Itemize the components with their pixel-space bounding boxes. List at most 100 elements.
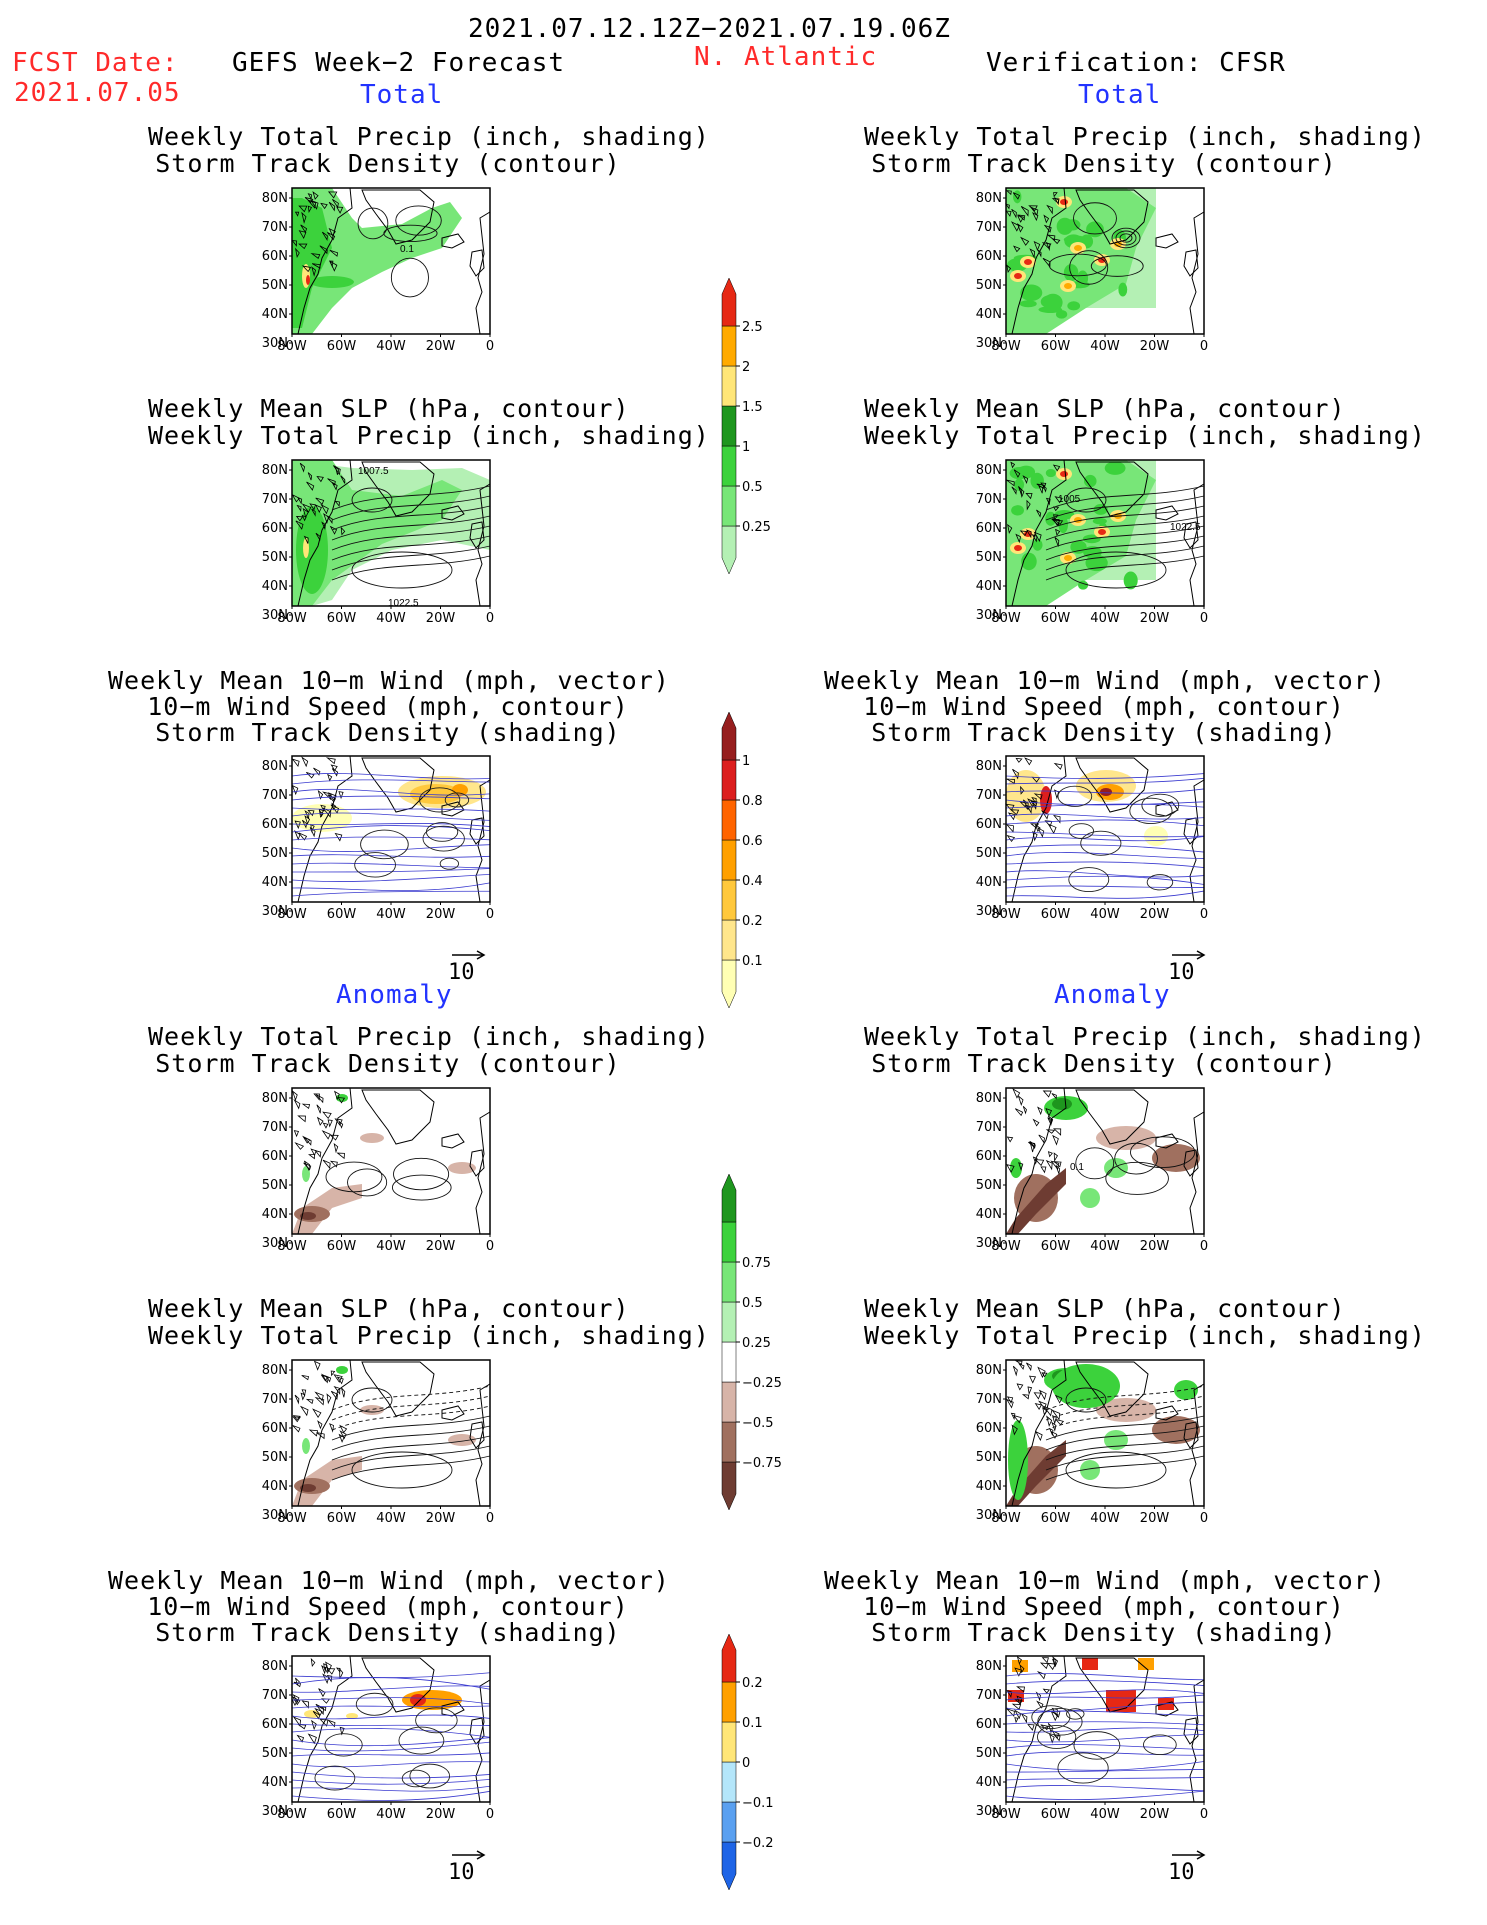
coastline <box>316 1104 321 1114</box>
lon-tick-label: 0 <box>1200 1807 1208 1822</box>
lon-tick-label: 60W <box>1041 339 1071 354</box>
title-l6-line3: Storm Track Density (shading) <box>155 1618 621 1647</box>
precip-anom-neg <box>1152 1144 1200 1172</box>
precip-core <box>1013 190 1022 204</box>
coastline <box>1029 1140 1035 1153</box>
track-contour <box>347 1168 388 1197</box>
precip-core <box>1014 478 1025 491</box>
coastline <box>1015 757 1023 763</box>
coastline <box>329 1134 339 1141</box>
coastline <box>1018 486 1025 498</box>
slp-contour <box>331 1455 491 1481</box>
coastline <box>1045 1107 1053 1117</box>
lon-tick-label: 60W <box>1041 1511 1071 1526</box>
lon-tick-label: 80W <box>991 339 1021 354</box>
lat-tick-label: 40N <box>262 1775 288 1790</box>
title-r3-line2: 10−m Wind Speed (mph, contour) <box>863 692 1345 721</box>
lat-tick-label: 70N <box>976 492 1002 507</box>
coastline <box>323 1663 328 1671</box>
title-l5-line1: Weekly Mean SLP (hPa, contour) <box>148 1294 630 1323</box>
track-contour <box>1119 233 1133 243</box>
slp-contour <box>331 505 491 531</box>
title-r2-line1: Weekly Mean SLP (hPa, contour) <box>864 394 1346 423</box>
precip-anom-neg <box>1096 1126 1156 1150</box>
coastline <box>292 1415 301 1421</box>
colorbar-swatch <box>721 405 737 447</box>
lon-tick-label: 0 <box>486 611 494 626</box>
wind-vector-streak <box>291 854 491 858</box>
coastline <box>298 243 308 250</box>
coastline <box>1035 1430 1043 1442</box>
coastline <box>1052 1656 1059 1668</box>
colorbar-tick-label: 1.5 <box>742 400 763 415</box>
colorbar-tick-label: 0.1 <box>742 1716 763 1731</box>
precip-max <box>1064 283 1072 289</box>
coastline <box>324 1375 332 1383</box>
coastline <box>313 767 321 776</box>
colorbar-swatch <box>721 365 737 407</box>
track-high <box>1040 786 1052 814</box>
coastline <box>1075 1657 1149 1713</box>
coastline <box>341 1387 346 1398</box>
wind-vector-streak <box>291 862 491 869</box>
colorbar-swatch <box>721 1261 737 1303</box>
track-contour <box>1130 1136 1196 1168</box>
coastline <box>307 1733 317 1745</box>
coastline <box>333 1374 343 1383</box>
slp-contour <box>1045 515 1205 541</box>
track-contour <box>1114 1142 1158 1175</box>
coastline <box>340 475 346 484</box>
wind-vector-streak <box>1005 870 1205 878</box>
coastline <box>327 773 333 782</box>
coastline <box>1016 1686 1025 1693</box>
wind-vector-streak <box>1005 1777 1205 1781</box>
lat-tick-label: 40N <box>262 307 288 322</box>
wind-vector-streak <box>291 823 491 827</box>
coastline <box>339 1667 344 1679</box>
colorbar-tick-label: 2 <box>742 360 750 375</box>
coastline <box>1036 1700 1044 1709</box>
wind-vector-streak <box>291 779 491 785</box>
coastline <box>1017 1094 1024 1106</box>
lon-tick-label: 0 <box>486 1239 494 1254</box>
slp-contour <box>1065 1387 1107 1413</box>
lon-tick-label: 40W <box>376 907 406 922</box>
model-title: GEFS Week−2 Forecast <box>232 48 566 78</box>
coastline <box>1052 517 1061 527</box>
coastline <box>307 193 312 201</box>
wind-vector-streak <box>1005 1721 1205 1726</box>
coastline <box>328 227 336 237</box>
lat-tick-label: 70N <box>262 1120 288 1135</box>
slp-contour <box>1045 1395 1205 1421</box>
coastline <box>313 1360 321 1371</box>
coastline <box>333 1385 341 1395</box>
coastline <box>1010 809 1020 816</box>
wind-vector-streak <box>291 1685 491 1693</box>
vector-ref-label-l2: 10 <box>448 1860 475 1885</box>
lon-tick-label: 20W <box>1140 611 1170 626</box>
slp-contour <box>1045 1415 1205 1441</box>
colorbar-tick-label: −0.1 <box>742 1796 774 1811</box>
precip-core <box>1017 465 1036 479</box>
coastline <box>1042 1407 1048 1416</box>
slp-contour <box>331 515 491 541</box>
coastline <box>1155 505 1179 521</box>
colorbar-swatch <box>721 525 737 575</box>
coastline <box>1011 209 1017 219</box>
title-r4-line2: Storm Track Density (contour) <box>871 1049 1337 1078</box>
coastline <box>320 202 328 210</box>
map-cfsr-wind-track-anomaly: 80N 70N 60N 50N 40N 30N 80W 60W 40W 20W 0 <box>966 1648 1214 1824</box>
lat-tick-label: 40N <box>976 1207 1002 1222</box>
coastline <box>304 197 314 204</box>
coastline <box>1020 1712 1028 1724</box>
coastline <box>1038 1389 1047 1401</box>
colorbar-tick-label: 0.75 <box>742 1256 771 1271</box>
title-l6-line2: 10−m Wind Speed (mph, contour) <box>147 1592 629 1621</box>
coastline <box>1155 1133 1179 1149</box>
coastline <box>301 211 307 224</box>
lat-tick-label: 40N <box>976 307 1002 322</box>
slp-contour <box>331 1425 491 1451</box>
coastline <box>1043 214 1050 224</box>
colorbar-tick-label: 0.4 <box>742 874 763 889</box>
wind-vector-streak <box>1005 885 1205 889</box>
